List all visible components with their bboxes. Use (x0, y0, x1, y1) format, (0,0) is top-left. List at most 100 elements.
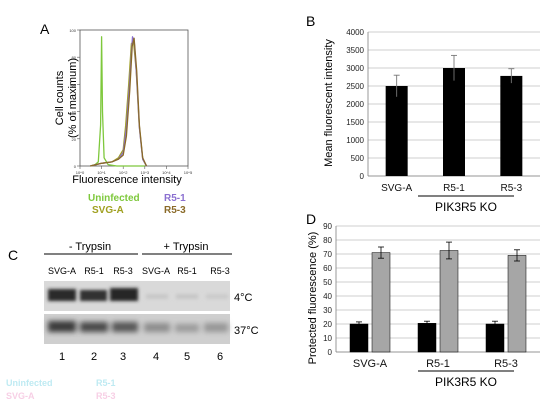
lane-number-4: 4 (153, 351, 159, 363)
lane-number-5: 5 (184, 351, 190, 363)
panel-a-series-uninfected (90, 36, 145, 167)
panel-b-letter: B (306, 13, 315, 29)
panel-a-xtick-label-1: 10^1 (97, 170, 106, 175)
panel-a-legend: Uninfected R5-1 SVG-A R5-3 (88, 193, 186, 216)
panel-d-category-label-r5-1: R5-1 (426, 358, 450, 370)
panel-b-ytick-label-5: 2500 (346, 82, 364, 91)
panel-d-group-label: PIK3R5 KO (435, 375, 497, 389)
ghost-legend-uninfected: Uninfected (6, 378, 53, 388)
panel-a-ytick-label-5: 100 (69, 28, 76, 33)
blot-37c-band-lane-1 (48, 321, 76, 332)
blot-37c (44, 314, 230, 344)
panel-b-bar-svg-a (385, 86, 408, 176)
panel-b-ylabel: Mean fluorescent intensity (323, 39, 335, 167)
panel-a-ytick-label-0: 0 (74, 164, 77, 169)
panel-d-ytick-label-3: 30 (323, 306, 332, 315)
panel-a-histogram: 0 20 40 60 80 100 10^0 10^1 10^2 10^3 10^4 10^5 (69, 28, 193, 175)
legend-svg-a: SVG-A (92, 205, 124, 216)
panel-a-xlabel: Fluorescence intensity (72, 174, 182, 186)
panel-d-bar-chart: 0 10 20 30 40 50 60 70 80 90 SVG-A R5-1 R5-3 (323, 222, 540, 370)
blot-37c-band-lane-5 (175, 324, 199, 332)
blot-37c-band-lane-6 (204, 323, 228, 332)
lane-number-6: 6 (217, 351, 223, 363)
panel-a-xtick-label-4: 10^4 (162, 170, 171, 175)
panel-b-group-label: PIK3R5 KO (435, 200, 497, 214)
panel-d-bar-r5-3-series-1 (485, 323, 505, 353)
panel-d-ytick-label-6: 60 (323, 264, 332, 273)
blot-4c (44, 281, 230, 311)
panel-d-category-label-r5-3: R5-3 (494, 358, 518, 370)
blot-4c-band-lane-3 (110, 288, 138, 301)
blot-37c-band-lane-2 (80, 322, 108, 332)
ghost-legend-r5-1: R5-1 (96, 378, 116, 388)
panel-a-series-r5-3 (90, 37, 148, 167)
lane-label-2: R5-1 (84, 266, 104, 276)
blot-4c-band-lane-5 (176, 294, 198, 299)
panel-a-ylabel-line1: Cell counts (54, 70, 66, 125)
panel-c-header-minus: - Trypsin (69, 241, 111, 253)
panel-a-ytick-label-4: 80 (72, 55, 77, 60)
lane-label-5: R5-1 (177, 266, 197, 276)
panel-b-ytick-label-3: 1500 (346, 118, 364, 127)
blot-4c-band-lane-2 (80, 290, 107, 301)
ghost-legend-svg-a: SVG-A (6, 391, 35, 401)
panel-b-category-label-r5-3: R5-3 (500, 183, 522, 194)
lane-number-2: 2 (91, 351, 97, 363)
panel-a-xtick-label-5: 10^5 (184, 170, 193, 175)
lane-number-3: 3 (120, 351, 126, 363)
panel-c-lane-labels: SVG-A R5-1 R5-3 SVG-A R5-1 R5-3 (48, 266, 230, 276)
panel-d-ytick-label-2: 20 (323, 320, 332, 329)
panel-b-ytick-label-1: 500 (351, 154, 365, 163)
legend-r5-1: R5-1 (164, 193, 186, 204)
panel-a-ylabel-line2: (% of maximum) (67, 58, 79, 138)
blot-4c-band-lane-6 (206, 294, 228, 299)
panel-b-ytick-label-7: 3500 (346, 46, 364, 55)
panel-a-xtick-label-3: 10^3 (141, 170, 150, 175)
lane-label-6: R5-3 (210, 266, 230, 276)
panel-c-letter: C (8, 247, 18, 263)
panel-c-ghost-legend: Uninfected R5-1 SVG-A R5-3 (6, 378, 116, 401)
legend-r5-3: R5-3 (164, 205, 186, 216)
panel-c-header-plus: + Trypsin (164, 241, 209, 253)
panel-d-ytick-label-0: 0 (328, 348, 333, 357)
panel-d-category-label-svg-a: SVG-A (353, 358, 388, 370)
panel-d-ytick-label-9: 90 (323, 222, 332, 231)
lane-number-1: 1 (59, 351, 65, 363)
panel-a-ytick-label-3: 60 (72, 82, 77, 87)
panel-d-ytick-label-8: 80 (323, 236, 332, 245)
panel-d-ylabel: Protected fluorescence (%) (307, 232, 319, 365)
panel-b-category-label-r5-1: R5-1 (443, 183, 465, 194)
blot-4c-band-lane-1 (48, 289, 76, 301)
panel-b-category-label-svg-a: SVG-A (381, 183, 412, 194)
panel-b-ytick-label-2: 1000 (346, 136, 364, 145)
panel-d-ytick-label-7: 70 (323, 250, 332, 259)
panel-d-bar-r5-1-series-1 (417, 323, 437, 353)
lane-label-1: SVG-A (48, 266, 76, 276)
panel-d-bar-r5-1-series-2 (439, 250, 459, 353)
panel-a-xtick-label-0: 10^0 (76, 170, 85, 175)
panel-d-bar-r5-3-series-2 (507, 255, 527, 353)
panel-b-bar-r5-1 (443, 68, 465, 176)
panel-d-ytick-label-5: 50 (323, 278, 332, 287)
panel-a-xtick-label-2: 10^2 (119, 170, 128, 175)
panel-d-ytick-label-4: 40 (323, 292, 332, 301)
panel-b-ytick-label-6: 3000 (346, 64, 364, 73)
blot-4c-band-lane-4 (146, 294, 168, 299)
lane-label-4: SVG-A (142, 266, 170, 276)
panel-b-ytick-label-8: 4000 (346, 28, 364, 37)
blot-4c-label: 4°C (234, 292, 253, 304)
blot-37c-band-lane-4 (144, 323, 170, 332)
panel-c-lane-numbers: 1 2 3 4 5 6 (59, 351, 223, 363)
panel-d-bar-svg-a-series-1 (349, 323, 369, 353)
legend-uninfected: Uninfected (88, 193, 140, 204)
panel-d-bar-svg-a-series-2 (371, 252, 391, 353)
ghost-legend-r5-3: R5-3 (96, 391, 116, 401)
panel-b-bar-r5-3 (500, 75, 523, 176)
panel-a-ytick-label-2: 40 (72, 110, 77, 115)
panel-a-ytick-label-1: 20 (72, 137, 77, 142)
lane-label-3: R5-3 (113, 266, 133, 276)
panel-b-bar-chart: 0 500 1000 1500 2000 2500 3000 3500 4000 SVG-A R5-… (346, 28, 540, 194)
panel-b-ytick-label-4: 2000 (346, 100, 364, 109)
blot-37c-band-lane-3 (112, 322, 138, 332)
